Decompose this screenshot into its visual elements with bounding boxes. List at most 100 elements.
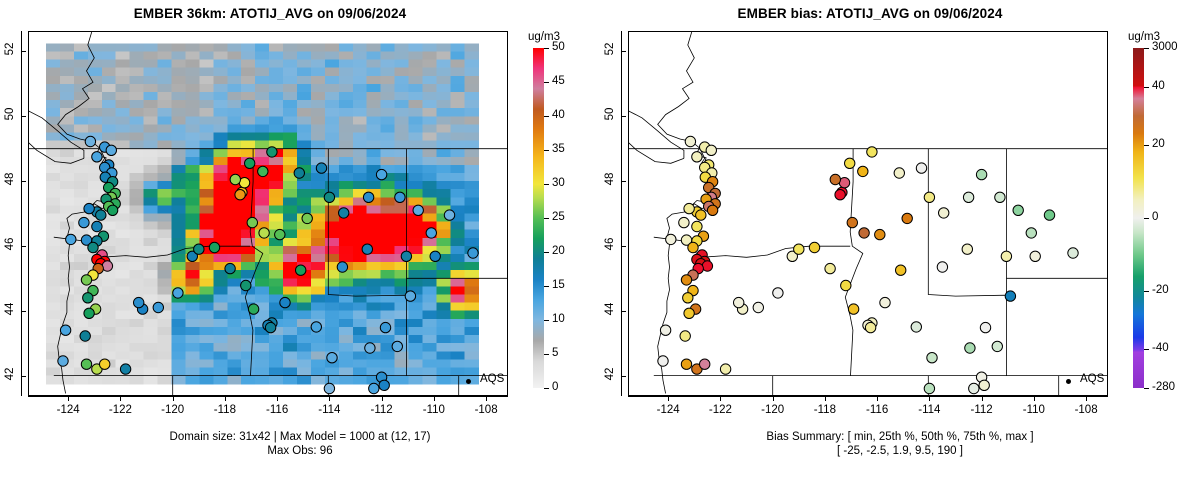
raster-cell xyxy=(199,262,214,271)
raster-cell xyxy=(185,124,200,134)
raster-cell xyxy=(185,181,200,190)
raster-cell xyxy=(255,91,270,101)
raster-cell xyxy=(352,75,368,85)
raster-cell xyxy=(283,156,298,166)
raster-cell xyxy=(59,51,75,61)
raster-cell xyxy=(408,245,424,255)
raster-cell xyxy=(115,302,131,312)
raster-cell xyxy=(436,100,451,109)
raster-cell xyxy=(73,75,89,85)
raster-cell xyxy=(296,83,312,93)
bias-site-marker xyxy=(961,243,973,255)
raster-cell xyxy=(436,197,451,206)
observation-site-marker xyxy=(338,207,350,219)
raster-cell xyxy=(241,343,256,352)
raster-cell xyxy=(380,43,396,53)
raster-cell xyxy=(157,335,173,344)
raster-cell xyxy=(199,229,214,239)
raster-cell xyxy=(269,172,284,182)
raster-cell xyxy=(422,221,438,231)
raster-cell xyxy=(324,221,340,231)
raster-cell xyxy=(129,229,145,239)
raster-cell xyxy=(422,67,438,77)
x-tick xyxy=(68,396,70,401)
raster-cell xyxy=(45,148,61,158)
bias-site-marker xyxy=(786,250,799,263)
raster-cell xyxy=(338,124,354,134)
raster-cell xyxy=(129,262,145,271)
raster-cell xyxy=(185,367,200,377)
raster-cell xyxy=(464,375,479,385)
raster-cell xyxy=(227,59,242,69)
raster-cell xyxy=(199,318,214,328)
raster-cell xyxy=(59,310,75,320)
raster-cell xyxy=(45,108,61,117)
raster-cell xyxy=(380,100,396,109)
raster-cell xyxy=(310,375,326,385)
raster-cell xyxy=(310,237,326,247)
raster-cell xyxy=(283,278,298,288)
raster-cell xyxy=(227,132,242,142)
raster-cell xyxy=(450,172,465,182)
raster-cell xyxy=(241,351,256,360)
raster-cell xyxy=(464,335,479,344)
aqs-legend-label-bias: AQS xyxy=(1080,373,1105,385)
raster-cell xyxy=(352,310,368,320)
raster-cell xyxy=(464,294,479,304)
raster-cell xyxy=(338,278,354,288)
raster-cell xyxy=(296,91,312,101)
raster-cell xyxy=(324,245,340,255)
raster-cell xyxy=(366,83,382,93)
raster-cell xyxy=(310,359,326,369)
colorbar-tick xyxy=(544,82,549,83)
raster-cell xyxy=(199,270,214,279)
raster-cell xyxy=(269,343,284,352)
raster-cell xyxy=(464,343,479,352)
raster-cell xyxy=(199,148,214,158)
raster-cell xyxy=(338,132,354,142)
raster-cell xyxy=(129,59,145,69)
raster-cell xyxy=(227,310,242,320)
observation-site-marker xyxy=(95,209,107,221)
observation-site-marker xyxy=(400,250,413,263)
raster-cell xyxy=(338,270,354,279)
y-tick xyxy=(621,245,626,247)
raster-cell xyxy=(450,270,465,279)
raster-cell xyxy=(310,181,326,190)
raster-cell xyxy=(73,286,89,296)
raster-cell xyxy=(422,375,438,385)
raster-cell xyxy=(408,229,424,239)
raster-cell xyxy=(324,132,340,142)
raster-cell xyxy=(394,326,410,336)
colorbar-tick-label: 35 xyxy=(552,143,565,155)
raster-cell xyxy=(283,172,298,182)
raster-cell xyxy=(213,221,228,231)
raster-cell xyxy=(213,59,228,69)
raster-cell xyxy=(143,245,159,255)
raster-cell xyxy=(464,156,479,166)
raster-cell xyxy=(255,181,270,190)
raster-cell xyxy=(366,245,382,255)
raster-cell xyxy=(241,270,256,279)
observation-site-marker xyxy=(404,290,417,302)
raster-cell xyxy=(436,286,451,296)
raster-cell xyxy=(324,51,340,61)
y-tick xyxy=(21,51,26,53)
raster-cell xyxy=(269,326,284,336)
observation-site-marker xyxy=(240,279,252,292)
raster-cell xyxy=(366,375,382,385)
raster-cell xyxy=(324,254,340,263)
raster-cell xyxy=(241,245,256,255)
raster-cell xyxy=(45,367,61,377)
raster-cell xyxy=(310,100,326,109)
raster-cell xyxy=(338,286,354,296)
raster-cell xyxy=(338,254,354,263)
raster-cell xyxy=(338,91,354,101)
raster-cell xyxy=(129,91,145,101)
raster-cell xyxy=(338,367,354,377)
raster-cell xyxy=(171,205,187,215)
raster-cell xyxy=(115,351,131,360)
raster-cell xyxy=(59,245,75,255)
observation-site-marker xyxy=(80,234,93,246)
raster-cell xyxy=(241,189,256,198)
